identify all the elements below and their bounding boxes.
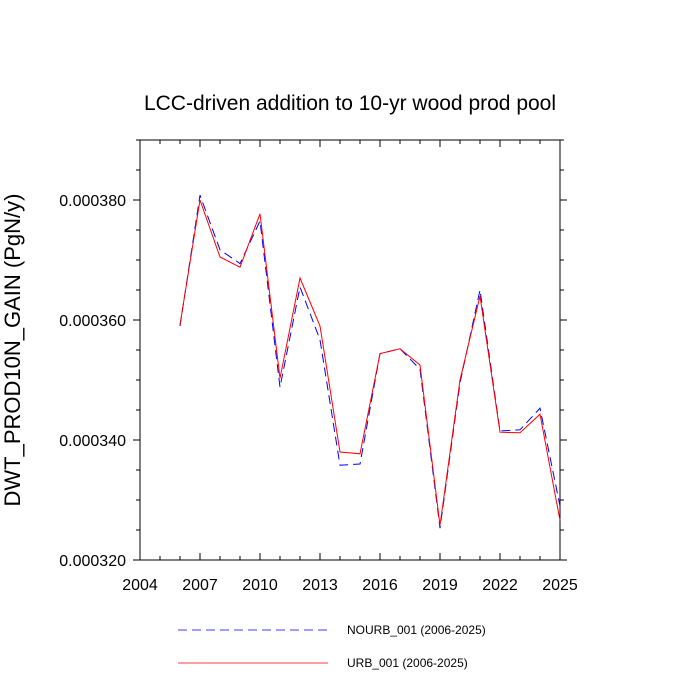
y-axis: 0.000320 0.000340 0.000360 0.000380 [59, 139, 567, 570]
y-tick-label: 0.000320 [59, 553, 126, 570]
x-tick-label: 2013 [302, 577, 338, 594]
x-tick-label: 2004 [122, 577, 158, 594]
x-axis: 2004 2007 2010 2013 2016 2019 2022 2025 [122, 140, 578, 594]
x-tick-label: 2022 [482, 577, 518, 594]
legend: NOURB_001 (2006-2025) URB_001 (2006-2025) [178, 623, 486, 670]
series-line-1 [179, 195, 561, 529]
series-line-2 [179, 199, 561, 526]
chart-title: LCC-driven addition to 10-yr wood prod p… [144, 92, 556, 115]
y-tick-label: 0.000340 [59, 433, 126, 450]
x-tick-label: 2007 [182, 577, 218, 594]
series-group [179, 195, 561, 529]
legend-label: NOURB_001 (2006-2025) [347, 623, 486, 637]
y-tick-label: 0.000380 [59, 193, 126, 210]
y-tick-label: 0.000360 [59, 313, 126, 330]
x-tick-label: 2016 [362, 577, 398, 594]
x-tick-label: 2010 [242, 577, 278, 594]
x-tick-label: 2025 [542, 577, 578, 594]
legend-label: URB_001 (2006-2025) [347, 656, 468, 670]
y-axis-label: DWT_PROD10N_GAIN (PgN/y) [0, 194, 25, 507]
x-tick-label: 2019 [422, 577, 458, 594]
